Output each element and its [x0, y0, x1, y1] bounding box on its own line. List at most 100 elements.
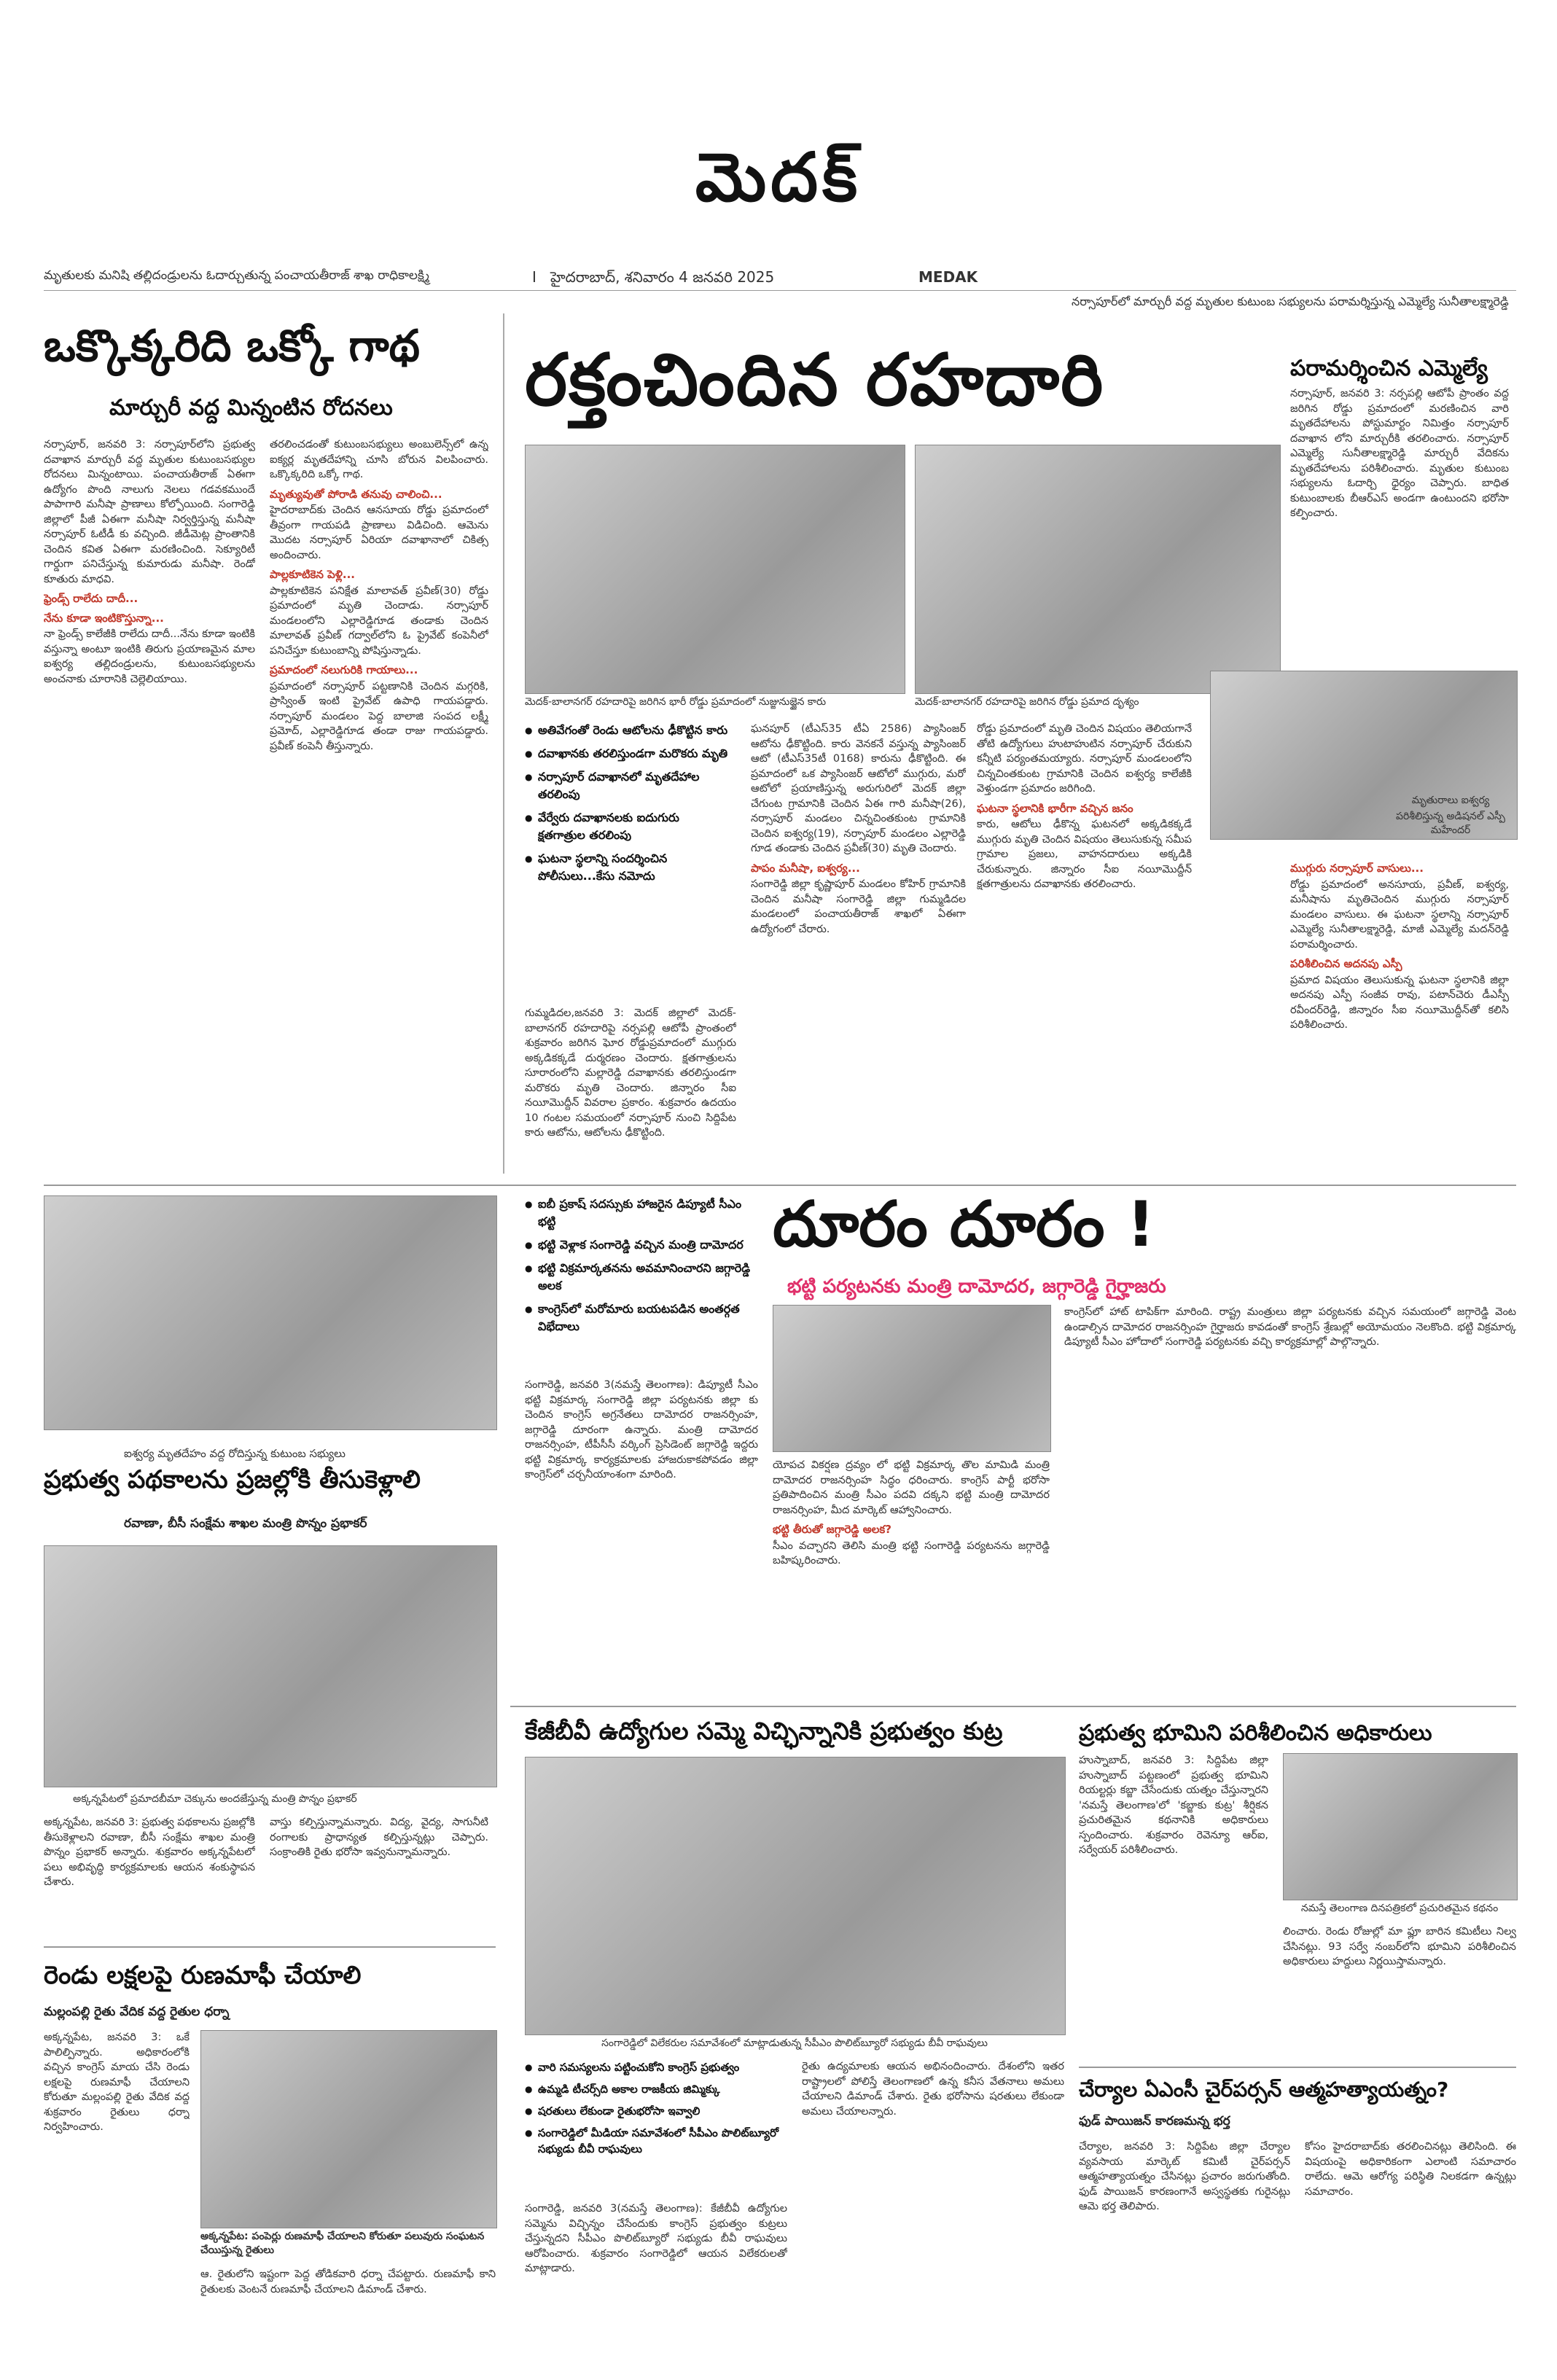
story1-sub2: పాల్లకూటికెన పెళ్లి...	[270, 568, 355, 581]
story7-kicker: అక్కన్నపేటలో ప్రమాదబీమా చెక్కును అందజేస్…	[73, 1793, 357, 1805]
story7-body: అక్కన్నపేట, జనవరి 3: ప్రభుత్వ పథకాలను ప్…	[44, 1817, 255, 1888]
story10-column-1: చేర్యాల, జనవరి 3: సిద్దిపేట జిల్లా చేర్య…	[1079, 2141, 1290, 2212]
dateline: మృతులకు మనిషి తల్లిదండ్రులను ఓదార్చుతున్…	[0, 268, 1557, 290]
story8-column-1: అక్కన్నపేట, జనవరి 3: ఒకే పాలిల్పిన్నారు.…	[44, 2032, 190, 2133]
column-rule	[503, 313, 504, 1174]
story5-subhead: రవాణా, బీసీ సంక్షేమ శాఖల మంత్రి పొన్నం ప…	[124, 1516, 367, 1531]
story2-column-4: ముగ్గురు నర్సాపూర్ వాసులు... రోడ్డు ప్రమ…	[1290, 857, 1509, 1177]
story4-headline: దూరం దూరం !	[773, 1188, 1155, 1261]
story6-bullet: వారి సమస్యలను పట్టించుకోని కాంగ్రెస్ ప్ర…	[525, 2059, 787, 2075]
story1-column-1: నర్సాపూర్, జనవరి 3: నర్సాపూర్‌లోని ప్రభు…	[44, 437, 255, 1166]
header-rule	[44, 290, 1516, 291]
section-rule	[44, 1185, 1516, 1186]
story1-col1-text: నర్సాపూర్, జనవరి 3: నర్సాపూర్‌లోని ప్రభు…	[44, 439, 255, 585]
story4-bullets: ఐబీ ప్రకాష్ సదస్సుకు హాజరైన డిప్యూటీ సీఎ…	[525, 1195, 758, 1341]
story8-column-2: ఆ. రైతులోని ఇష్టంగా పెద్ద తోడికవారి ధర్న…	[200, 2268, 496, 2295]
story8-kicker: అక్కన్నపేట: పంపెర్లు రుణమాఫీ చేయాలని కోర…	[200, 2231, 485, 2256]
story2-column-1: గుమ్మడిదల,జనవరి 3: మెదక్ జిల్లాలో మెదక్-…	[525, 1006, 736, 1181]
crash-photo-scene	[915, 445, 1281, 694]
dateline-kicker-left: మృతులకు మనిషి తల్లిదండ్రులను ఓదార్చుతున్…	[44, 268, 429, 283]
crash-photo-car	[525, 445, 905, 694]
victim-photo-caption-2: పరిశీలిస్తున్న అడిషనల్ ఎస్పీ మహేందర్	[1396, 811, 1505, 836]
story4-sub1: భట్టి తీరుతో జగ్గారెడ్డి అలక?	[773, 1523, 891, 1536]
story6-bullet: సంగారెడ్డిలో మీడియా సమావేశంలో సీపీఎం పొల…	[525, 2125, 787, 2157]
story1-sub1: మృత్యువుతో పోరాడి తనువు చాలించి...	[270, 487, 442, 501]
story2-bullets: అతివేగంతో రెండు ఆటోలను ఢీకొట్టిన కారు దవ…	[525, 722, 729, 891]
story9-body: హుస్నాబాద్, జనవరి 3: సిద్దిపేట జిల్లా హు…	[1079, 1755, 1268, 1856]
story1-col1b-text: నా ఫ్రెండ్స్ కాలేజీకి రాలేదు దాదీ...నేను…	[44, 628, 255, 685]
story2-sub3: ముగ్గురు నర్సాపూర్ వాసులు...	[1290, 862, 1424, 875]
story2-headline: రక్తంచిందిన రహదారి	[525, 339, 1105, 422]
story6-headline: కేజీబీవీ ఉద్యోగుల సమ్మె విచ్ఛిన్నానికి ప…	[525, 1717, 1003, 1745]
story4-bullet: కాంగ్రెస్‌లో మరోమారు బయటపడిన అంతర్గత విభ…	[525, 1300, 758, 1335]
story2-col2-text: ఘనపూర్ (టీఎస్35 టీఏ 2586) ప్యాసింజర్ ఆటో…	[751, 723, 966, 854]
story4-column-1: సంగారెడ్డి, జనవరి 3(నమస్తే తెలంగాణ): డిప…	[525, 1378, 758, 1698]
story9-kicker: నమస్తే తెలంగాణ దినపత్రికలో ప్రచురితమైన క…	[1300, 1903, 1499, 1914]
story3-headline: పరామర్శించిన ఎమ్మెల్యే	[1290, 356, 1488, 381]
story5-photo	[44, 1545, 497, 1787]
story1-col2c-text: పాల్లకూటికెన పనిక్షేత మాలావత్ ప్రవీణ్(30…	[270, 585, 488, 657]
story4-bullet: భట్టి వెళ్లాక సంగారెడ్డి వచ్చిన మంత్రి ద…	[525, 1236, 758, 1254]
page-info: I హైదరాబాద్, శనివారం 4 జనవరి 2025	[532, 268, 774, 289]
story10-subhead: ఫుడ్ పాయిజన్ కారణమన్న భర్త	[1079, 2114, 1230, 2129]
story1-headline: ఒక్కొక్కరిది ఒక్కో గాథ	[44, 321, 420, 372]
story2-column-3: రోడ్డు ప్రమాదంలో మృతి చెందిన విషయం తెలియ…	[977, 722, 1192, 1181]
edition-name: MEDAK	[918, 268, 978, 286]
story2-col3b-text: కారు, ఆటోలు ఢీకొన్న ఘటనలో అక్కడికక్కడే మ…	[977, 819, 1192, 890]
story2-bullet: వేర్వేరు దవాఖానలకు ఐదుగురు క్షతగాత్రుల త…	[525, 809, 729, 844]
story2-column-2: ఘనపూర్ (టీఎస్35 టీఏ 2586) ప్యాసింజర్ ఆటో…	[751, 722, 966, 1181]
story7-column-2: వాస్తు కల్పిస్తున్నామన్నారు. విద్య, వైద్…	[270, 1817, 488, 1858]
crash-photo-scene-caption: మెదక్-బాలానగర్ రహదారిపై జరిగిన రోడ్డు ప్…	[915, 696, 1139, 708]
story1-sub4: నేను కూడా ఇంటికొస్తున్నా...	[44, 611, 164, 625]
story1-col2b-text: హైదరాబాద్‌కు చెందిన ఆనసూయ రోడ్డు ప్రమాదం…	[270, 504, 488, 561]
story2-bullet: నర్సాపూర్ దవాఖానలో మృతదేహాల తరలింపు	[525, 768, 729, 803]
story2-col1-text: గుమ్మడిదల,జనవరి 3: మెదక్ జిల్లాలో మెదక్-…	[525, 1007, 736, 1139]
story1-col2-text: తరలించడంతో కుటుంబసభ్యులు అంబులెన్స్‌లో ఉ…	[270, 439, 488, 480]
right-kicker: నర్సాపూర్‌లో మార్చురీ వద్ద మృతుల కుటుంబ …	[1072, 294, 1509, 308]
story4-column-3: కాంగ్రెస్‌లో హాట్ టాపిక్‌గా మారింది. రాష…	[1064, 1305, 1516, 1698]
story10-headline: చేర్యాల ఏఎంసీ చైర్‌పర్సన్ ఆత్మహత్యాయత్నం…	[1079, 2077, 1449, 2102]
story3-body: నర్సాపూర్, జనవరి 3: నర్సపల్లి ఆటోపీ ప్రా…	[1290, 388, 1509, 519]
story1-sub5: ప్రమాదంలో నలుగురికి గాయాలు...	[270, 663, 418, 676]
story2-bullet: అతివేగంతో రెండు ఆటోలను ఢీకొట్టిన కారు	[525, 722, 729, 739]
minister-photo	[773, 1305, 1051, 1452]
victim-photo	[1210, 671, 1518, 840]
story5-kicker: ఐశ్వర్య మృతదేహం వద్ద రోదిస్తున్న కుటుంబ …	[124, 1447, 346, 1460]
story6-bullet: షరతులు లేకుండా రైతుభరోసా ఇవ్వాలి	[525, 2103, 787, 2119]
victim-photo-caption: మృతురాలు ఐశ్వర్య	[1411, 795, 1490, 806]
story4-col2b-text: సీఎం వచ్చారని తెలిసి మంత్రి భట్టి సంగారె…	[773, 1540, 1050, 1567]
story2-col3-text: రోడ్డు ప్రమాదంలో మృతి చెందిన విషయం తెలియ…	[977, 723, 1192, 795]
story2-col4b-text: ప్రమాద విషయం తెలుసుకున్న ఘటనా స్థలానికి …	[1290, 974, 1509, 1031]
page-number: I	[532, 268, 536, 286]
story9-column-2: లించారు. రెండు రోజుల్లో మా ఫ్లూ బారిన కమ…	[1283, 1926, 1516, 1967]
story6-bullet: ఉమ్మడి టీచర్స్‌ది అకాల రాజకీయ జిమ్మిక్కు	[525, 2081, 787, 2097]
city-date: హైదరాబాద్, శనివారం 4 జనవరి 2025	[550, 268, 775, 286]
story8-photo	[200, 2030, 497, 2228]
story6-column-1: సంగారెడ్డి, జనవరి 3(నమస్తే తెలంగాణ): కేజ…	[525, 2203, 787, 2274]
story4-col3-text: కాంగ్రెస్‌లో హాట్ టాపిక్‌గా మారింది. రాష…	[1064, 1306, 1516, 1348]
story5-headline: ప్రభుత్వ పథకాలను ప్రజల్లోకి తీసుకెళ్లాలి	[44, 1465, 421, 1494]
story2-col2b-text: సంగారెడ్డి జిల్లా కృష్ణాపూర్ మండలం కోహిర…	[751, 878, 966, 935]
story8-headline: రెండు లక్షలపై రుణమాఫీ చేయాలి	[44, 1961, 362, 1990]
story10-column-2: కోసం హైదరాబాద్‌కు తరలించినట్లు తెలిసింది…	[1305, 2141, 1516, 2198]
story2-bullet: దవాఖానకు తరలిస్తుండగా మరొకరు మృతి	[525, 745, 729, 762]
story4-bullet: ఐబీ ప్రకాష్ సదస్సుకు హాజరైన డిప్యూటీ సీఎ…	[525, 1195, 758, 1230]
story4-subhead: భట్టి పర్యటనకు మంత్రి దామోదర, జగ్గారెడ్డ…	[787, 1276, 1166, 1298]
story9-headline: ప్రభుత్వ భూమిని పరిశీలించిన అధికారులు	[1079, 1720, 1432, 1746]
story8-subhead: మల్లంపల్లి రైతు వేదిక వద్ద రైతుల ధర్నా	[44, 2005, 230, 2019]
masthead: మెదక్	[695, 138, 862, 216]
story1-subhead: మార్చురీ వద్ద మిన్నంటిన రోదనలు	[109, 395, 393, 421]
section-rule-4	[1079, 2067, 1516, 2068]
story4-column-2: యోపచ వికర్షణ ద్రవ్యం లో భట్టి విక్రమార్క…	[773, 1458, 1050, 1698]
story2-sub2: ఘటనా స్థలానికి భారీగా వచ్చిన జనం	[977, 801, 1133, 815]
story6-column-2: రైతు ఉద్యమాలకు ఆయన అభినందించారు. దేశంలోన…	[802, 2061, 1064, 2118]
story2-bullet: ఘటనా స్థలాన్ని సందర్శించిన పోలీసులు...కే…	[525, 850, 729, 885]
story1-column-2: తరలించడంతో కుటుంబసభ్యులు అంబులెన్స్‌లో ఉ…	[270, 437, 488, 1166]
story4-col2-text: యోపచ వికర్షణ ద్రవ్యం లో భట్టి విక్రమార్క…	[773, 1459, 1050, 1516]
story2-sub1: పాపం మనీషా, ఐశ్వర్య...	[751, 861, 860, 875]
crash-photo-car-caption: మెదక్-బాలానగర్ రహదారిపై జరిగిన భారీ రోడ్…	[525, 696, 827, 708]
story6-kicker: సంగారెడ్డిలో విలేకరుల సమావేశంలో మాట్లాడు…	[601, 2037, 988, 2049]
story1-col2d-text: ప్రమాదంలో నర్సాపూర్ పట్టణానికి చెందిన మగ…	[270, 680, 488, 752]
mourning-photo	[44, 1195, 497, 1430]
section-rule-2	[510, 1706, 1516, 1707]
